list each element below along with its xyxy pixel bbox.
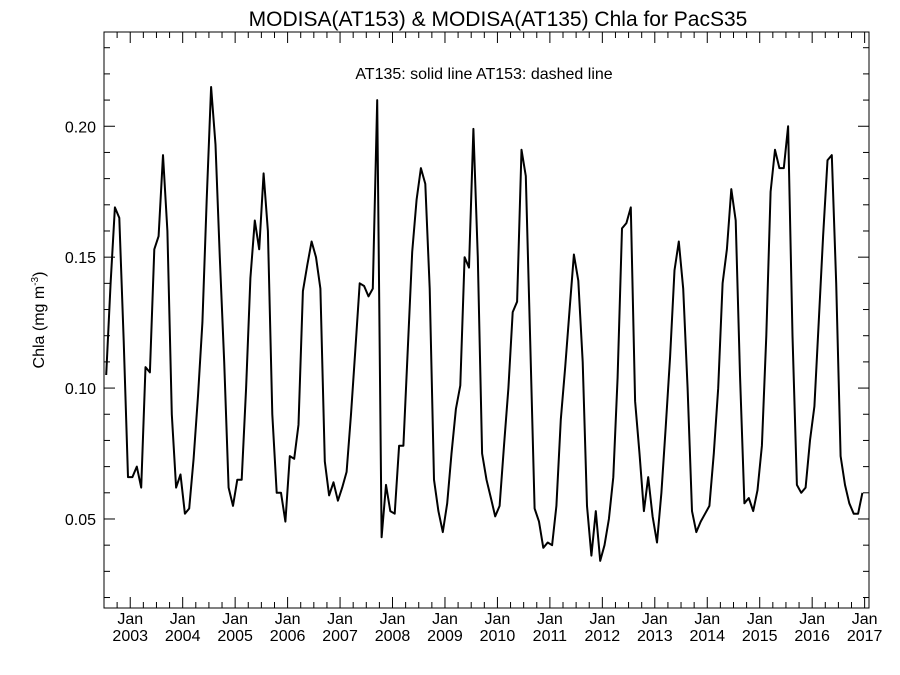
y-tick-label: 0.15 (65, 250, 96, 267)
y-axis-label-superscript: -3 (30, 276, 41, 285)
x-tick-label-year: 2010 (480, 628, 516, 645)
x-tick-label-year: 2006 (270, 628, 306, 645)
x-tick-label-month: Jan (852, 611, 878, 628)
chart-title: MODISA(AT153) & MODISA(AT135) Chla for P… (249, 8, 748, 31)
x-tick-label-year: 2013 (637, 628, 673, 645)
y-axis-label-main: Chla (mg m (31, 286, 48, 369)
x-tick-label-year: 2008 (375, 628, 411, 645)
y-tick-label: 0.20 (65, 119, 96, 136)
series-layer (105, 86, 864, 562)
x-tick-label-year: 2017 (847, 628, 883, 645)
x-tick-label-month: Jan (537, 611, 563, 628)
x-tick-label-month: Jan (589, 611, 615, 628)
x-tick-label-month: Jan (170, 611, 196, 628)
plot-frame (103, 31, 870, 609)
y-axis-label: Chla (mg m-3) (30, 272, 48, 369)
x-tick-label-year: 2012 (585, 628, 621, 645)
x-tick-label-month: Jan (432, 611, 458, 628)
x-tick-label-month: Jan (327, 611, 353, 628)
annotation-text: AT135: solid line AT153: dashed line (355, 66, 612, 83)
y-axis-label-close: ) (31, 272, 48, 277)
y-tick-label: 0.05 (65, 512, 96, 529)
x-axis: Jan2003Jan2004Jan2005Jan2006Jan2007Jan20… (103, 32, 883, 645)
x-tick-label-month: Jan (380, 611, 406, 628)
x-tick-label-year: 2011 (533, 628, 568, 645)
x-tick-label-month: Jan (642, 611, 668, 628)
x-tick-label-year: 2016 (794, 628, 830, 645)
x-tick-label-year: 2005 (217, 628, 253, 645)
x-tick-label-month: Jan (485, 611, 511, 628)
x-tick-label-year: 2014 (689, 628, 725, 645)
x-tick-label-month: Jan (747, 611, 773, 628)
x-tick-label-year: 2009 (427, 628, 463, 645)
x-tick-label-month: Jan (694, 611, 720, 628)
x-tick-label-year: 2015 (742, 628, 778, 645)
x-tick-label-year: 2004 (165, 628, 201, 645)
x-tick-label-month: Jan (222, 611, 248, 628)
x-tick-label-month: Jan (275, 611, 301, 628)
y-tick-label: 0.10 (65, 381, 96, 398)
x-tick-label-month: Jan (117, 611, 143, 628)
x-tick-label-month: Jan (799, 611, 825, 628)
x-tick-label-year: 2007 (322, 628, 358, 645)
x-tick-label-year: 2003 (112, 628, 148, 645)
series-line-solid (105, 86, 864, 562)
y-axis: 0.05 0.10 0.15 0.20 (65, 47, 869, 599)
